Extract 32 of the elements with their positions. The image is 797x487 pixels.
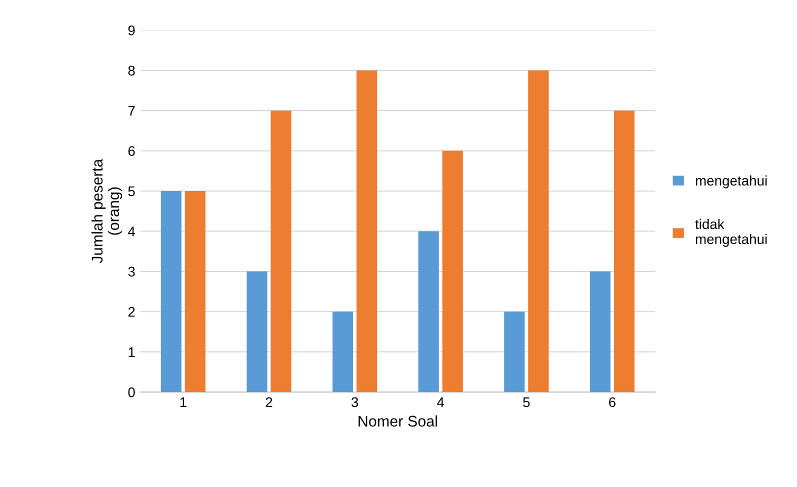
x-tick-label: 5 [523,397,530,408]
legend-label: tidak mengetahui [695,218,767,247]
y-tick-label: 0 [128,387,135,398]
y-tick-label: 7 [128,106,135,116]
y-tick-label: 2 [128,306,135,317]
legend-label: mengetahui [696,175,767,188]
bar [160,191,182,392]
y-tick-label: 4 [128,226,136,236]
y-tick-label: 8 [128,66,135,76]
y-tick-label: 3 [128,266,135,277]
y-tick-label: 1 [128,347,135,357]
x-tick-label: 2 [266,397,272,407]
x-axis-title: Nomer Soal [358,415,438,427]
bar [270,110,292,392]
bar [614,110,635,392]
y-axis-title: Jumlah peserta (orang) [91,158,122,264]
x-tick-label: 6 [609,397,616,408]
bar [184,191,206,392]
x-tick-label: 4 [437,397,444,407]
bar [418,231,439,392]
x-tick-label: 1 [180,397,186,407]
bar [528,70,549,392]
bar [356,70,378,392]
y-tick-label: 5 [128,186,135,196]
bar [590,271,611,392]
x-tick-label: 3 [351,397,358,408]
bar [442,150,463,392]
bar [332,312,354,392]
y-tick-label: 6 [128,146,135,156]
y-tick-label: 9 [128,26,135,36]
bar [504,312,525,392]
bar [246,271,268,392]
